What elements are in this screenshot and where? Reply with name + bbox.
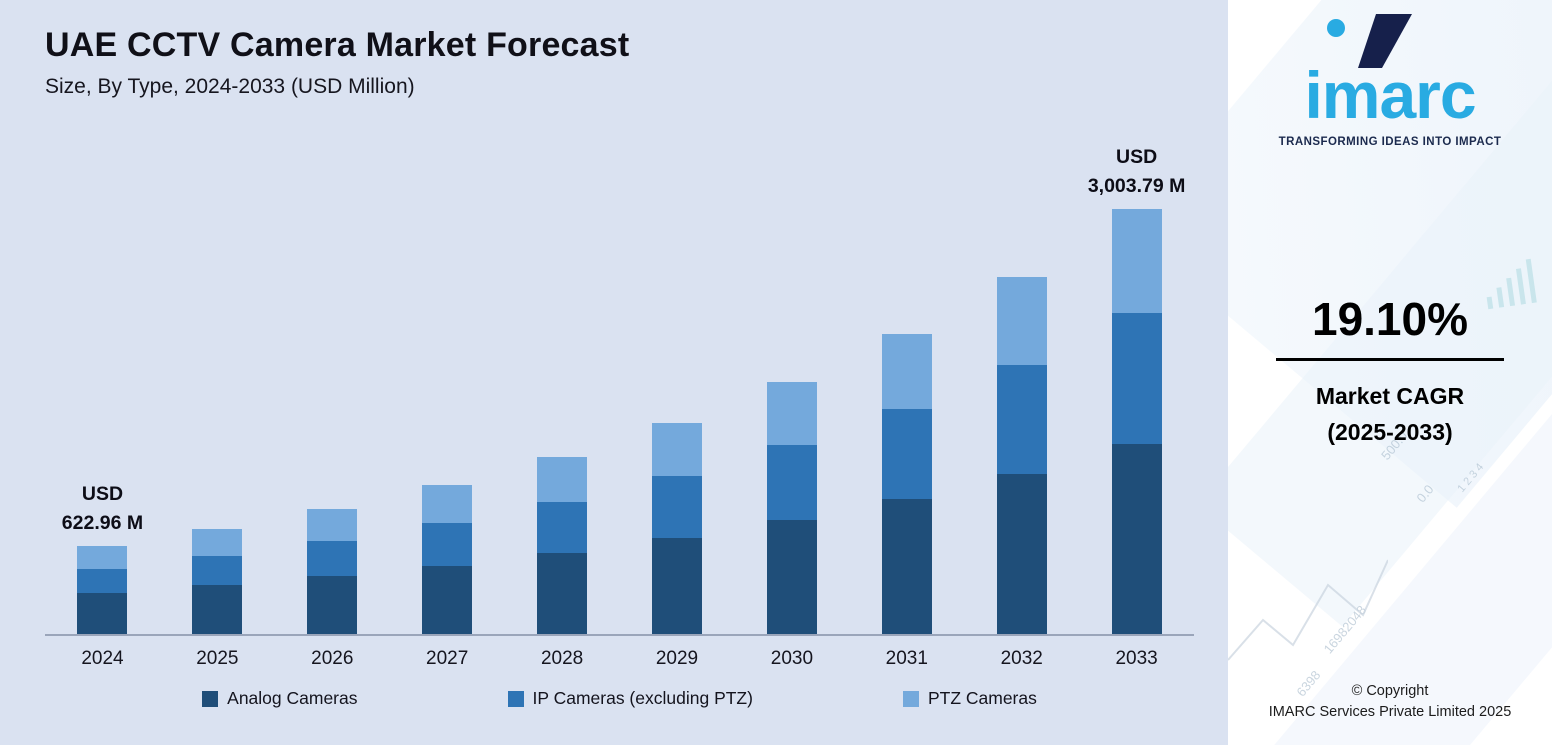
bar-2030 [766, 382, 817, 634]
bar-2027 [422, 485, 473, 634]
bar-segment [1111, 312, 1162, 444]
chart-plot: USD 622.96 M USD 3,003.79 M [45, 139, 1194, 636]
bar-segment [766, 382, 817, 446]
legend-item: IP Cameras (excluding PTZ) [507, 688, 753, 709]
bar-2024 [77, 545, 128, 634]
bar-segment [881, 334, 932, 409]
bar-segment [537, 553, 588, 634]
copyright: © Copyright IMARC Services Private Limit… [1228, 681, 1552, 723]
bar-segment [996, 473, 1047, 634]
legend-label: Analog Cameras [227, 688, 358, 708]
bar-segment [192, 556, 243, 586]
cagr-value: 19.10% [1311, 293, 1468, 345]
x-axis-label: 2027 [426, 648, 469, 669]
chart-column: USD 3,003.79 M [1079, 143, 1194, 634]
x-axis-label: 2029 [655, 648, 699, 669]
bar-segment [77, 545, 128, 569]
chart-subtitle: Size, By Type, 2024-2033 (USD Million) [45, 75, 415, 98]
bar-segment [996, 365, 1047, 474]
copyright-line2: IMARC Services Private Limited 2025 [1268, 703, 1512, 720]
imarc-logo-text: imarc [1304, 58, 1476, 132]
chart-column: USD 622.96 M [45, 480, 160, 634]
x-axis-label: 2031 [885, 648, 928, 669]
chart-title: UAE CCTV Camera Market Forecast [45, 26, 630, 64]
x-axis-labels: 2024 2025 2026 2027 2028 2029 2030 2031 2032 2033 [45, 636, 1194, 670]
legend-item: PTZ Cameras [902, 688, 1037, 709]
x-axis-label: 2024 [81, 648, 124, 669]
bar-segment [766, 445, 817, 520]
legend-label: IP Cameras (excluding PTZ) [532, 688, 753, 708]
bar-segment [881, 498, 932, 634]
chart-legend: Analog Cameras IP Cameras (excluding PTZ)… [45, 688, 1194, 709]
cagr-period: (2025-2033) [1327, 418, 1453, 445]
bar-2032 [996, 277, 1047, 634]
copyright-line1: © Copyright [1351, 682, 1429, 699]
bar-segment [996, 277, 1047, 366]
bar-segment [1111, 444, 1162, 634]
x-axis-label: 2025 [196, 648, 239, 669]
side-panel: 500.0 0.0 1 2 3 4 16982048 6398 imarc TR… [1228, 0, 1552, 745]
bar-2025 [192, 529, 243, 634]
legend-swatch [507, 690, 524, 707]
chart-column [620, 422, 735, 634]
bar-segment [422, 523, 473, 566]
chart-column [275, 509, 390, 634]
bar-segment [1111, 209, 1162, 313]
bar-segment [537, 501, 588, 553]
bar-segment [77, 593, 128, 634]
x-axis-label: 2028 [540, 648, 584, 669]
bar-segment [651, 537, 702, 634]
bar-segment [881, 408, 932, 499]
bar-segment [422, 485, 473, 524]
decor-zigzag [1228, 559, 1388, 661]
x-axis-label: 2026 [311, 648, 354, 669]
bar-segment [307, 576, 358, 634]
chart-column [390, 485, 505, 634]
bar-segment [307, 509, 358, 542]
legend-swatch [202, 690, 219, 707]
imarc-logo-tagline: TRANSFORMING IDEAS INTO IMPACT [1278, 136, 1502, 148]
bar-segment [422, 565, 473, 634]
legend-label: PTZ Cameras [927, 688, 1037, 708]
bar-annotation: USD 622.96 M [61, 483, 144, 534]
bar-annotation: USD 3,003.79 M [1087, 146, 1186, 197]
bar-2029 [651, 422, 702, 634]
chart-panel: UAE CCTV Camera Market Forecast Size, By… [0, 0, 1228, 745]
bar-2028 [537, 456, 588, 634]
chart-column [849, 334, 964, 634]
chart-column [505, 456, 620, 634]
bar-segment [651, 422, 702, 477]
cagr-block: 19.10% Market CAGR (2025-2033) [1228, 292, 1552, 450]
chart-column [964, 277, 1079, 634]
legend-item: Analog Cameras [202, 688, 358, 709]
cagr-divider [1276, 358, 1504, 361]
cagr-label: Market CAGR [1315, 383, 1465, 409]
legend-swatch [902, 690, 919, 707]
imarc-logo: imarc TRANSFORMING IDEAS INTO IMPACT [1228, 12, 1552, 148]
bar-segment [307, 541, 358, 577]
bar-2033 [1111, 209, 1162, 634]
x-axis-label: 2032 [1000, 648, 1043, 669]
bar-2026 [307, 509, 358, 634]
bar-segment [766, 520, 817, 634]
bar-segment [537, 456, 588, 502]
x-axis-label: 2030 [770, 648, 814, 669]
bar-segment [192, 529, 243, 557]
imarc-logo-mark-icon [1327, 14, 1412, 68]
x-axis-label: 2033 [1115, 648, 1158, 669]
chart-column [160, 529, 275, 634]
bar-2031 [881, 334, 932, 634]
chart-column [734, 382, 849, 634]
bar-segment [651, 476, 702, 538]
bar-segment [192, 585, 243, 634]
bar-segment [77, 568, 128, 593]
